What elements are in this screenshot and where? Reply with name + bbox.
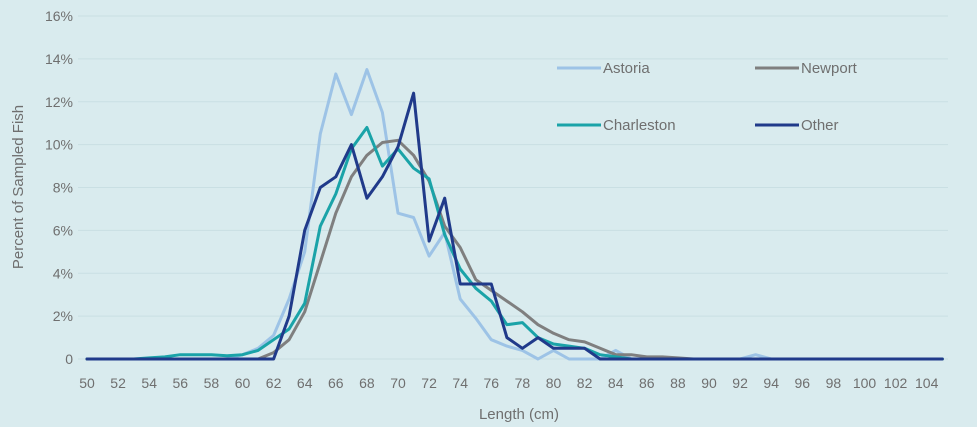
- x-tick-label: 104: [915, 375, 939, 391]
- x-tick-label: 96: [795, 375, 811, 391]
- legend: Astoria Newport Charleston Other: [557, 60, 858, 134]
- x-tick-label: 94: [763, 375, 779, 391]
- x-tick-label: 56: [173, 375, 189, 391]
- series-line-newport: [85, 138, 944, 361]
- x-tick-label: 58: [204, 375, 220, 391]
- x-tick-label: 54: [141, 375, 157, 391]
- y-tick-label: 6%: [53, 222, 73, 238]
- y-tick-label: 10%: [45, 137, 73, 153]
- x-tick-label: 66: [328, 375, 344, 391]
- x-tick-label: 68: [359, 375, 375, 391]
- x-tick-label: 82: [577, 375, 593, 391]
- x-tick-label: 50: [79, 375, 95, 391]
- x-tick-label: 90: [701, 375, 717, 391]
- x-tick-label: 52: [110, 375, 126, 391]
- series-line-charleston: [85, 126, 944, 361]
- y-axis-ticks: 0 2% 4% 6% 8% 10% 12% 14% 16%: [45, 8, 73, 367]
- x-tick-label: 80: [546, 375, 562, 391]
- x-tick-label: 62: [266, 375, 282, 391]
- x-tick-label: 86: [639, 375, 655, 391]
- y-tick-label: 8%: [53, 180, 73, 196]
- x-tick-label: 64: [297, 375, 313, 391]
- x-tick-label: 100: [853, 375, 877, 391]
- legend-label-astoria: Astoria: [603, 60, 650, 77]
- y-tick-label: 14%: [45, 51, 73, 67]
- x-tick-label: 92: [732, 375, 748, 391]
- x-tick-label: 102: [884, 375, 908, 391]
- x-axis-title: Length (cm): [479, 406, 559, 423]
- series-line-astoria: [85, 68, 944, 361]
- legend-label-charleston: Charleston: [603, 117, 676, 134]
- x-tick-label: 74: [452, 375, 468, 391]
- series-lines: [85, 68, 944, 361]
- series-line-other: [85, 91, 944, 361]
- x-axis-ticks: 50 52 54 56 58 60 62 64 66 68 70 72 74 76 78 80 82 84 86 88…: [79, 375, 938, 391]
- y-tick-label: 4%: [53, 265, 73, 281]
- x-tick-label: 84: [608, 375, 624, 391]
- x-tick-label: 72: [421, 375, 437, 391]
- x-tick-label: 60: [235, 375, 251, 391]
- gridlines: [78, 15, 948, 360]
- x-tick-label: 78: [515, 375, 531, 391]
- y-axis-title: Percent of Sampled Fish: [10, 105, 27, 269]
- y-tick-label: 2%: [53, 308, 73, 324]
- y-tick-label: 12%: [45, 94, 73, 110]
- legend-label-other: Other: [801, 117, 839, 134]
- x-tick-label: 88: [670, 375, 686, 391]
- x-tick-label: 70: [390, 375, 406, 391]
- x-tick-label: 76: [484, 375, 500, 391]
- x-tick-label: 98: [826, 375, 842, 391]
- y-tick-label: 16%: [45, 8, 73, 24]
- legend-label-newport: Newport: [801, 60, 858, 77]
- y-tick-label: 0: [65, 351, 73, 367]
